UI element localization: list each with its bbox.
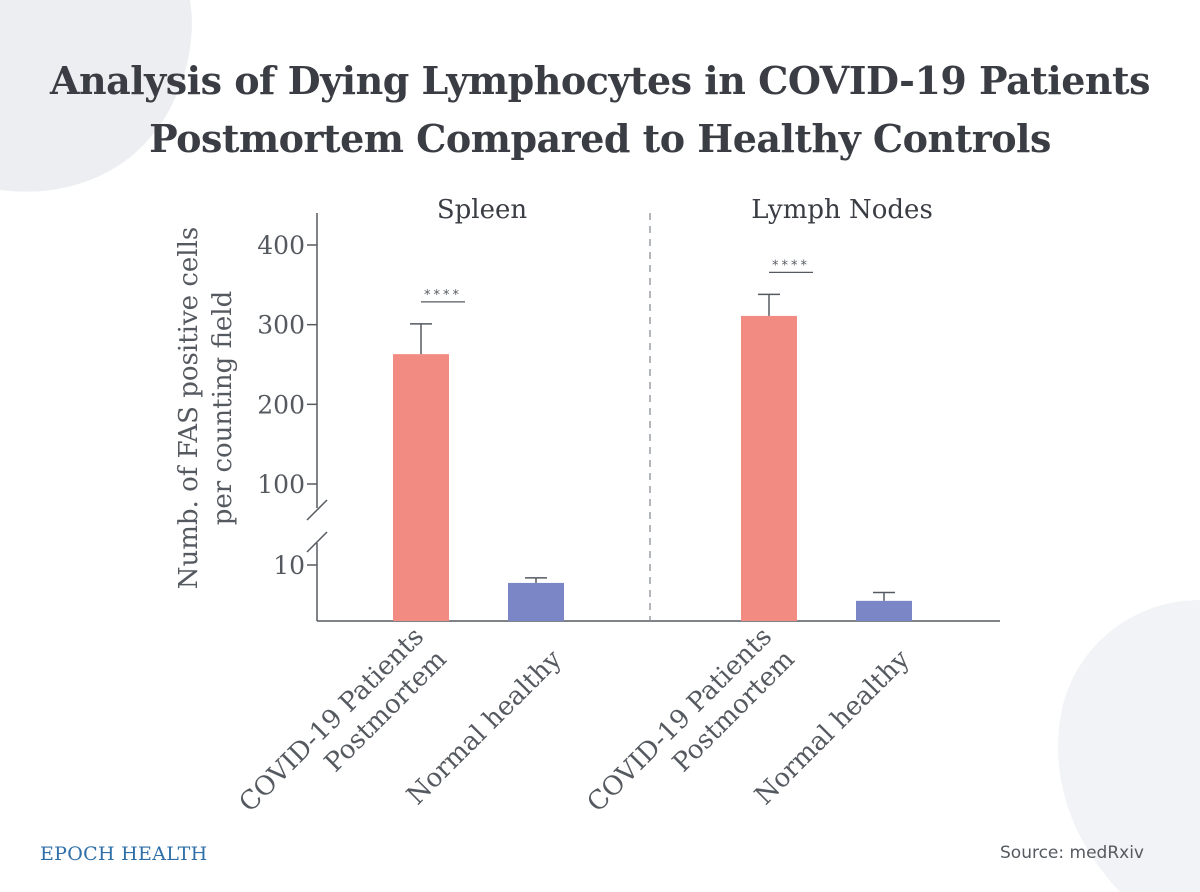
bar-covid	[741, 315, 797, 621]
category-label-line: COVID-19 Patients	[234, 622, 430, 818]
y-tick-label: 300	[257, 311, 305, 340]
y-tick-label: 10	[273, 551, 305, 580]
panel-title: Lymph Nodes	[751, 195, 933, 225]
panel-title: Spleen	[437, 195, 528, 225]
y-tick-label: 200	[257, 390, 305, 419]
y-tick-label: 400	[257, 231, 305, 260]
significance-stars: ****	[772, 258, 810, 273]
y-axis-label-line-1: Numb. of FAS positive cells	[174, 227, 204, 589]
significance-stars: ****	[424, 288, 462, 303]
bar-covid	[393, 354, 449, 621]
brand-logo-text: EPOCH HEALTH	[40, 843, 208, 865]
bar-healthy	[508, 582, 564, 621]
chart-title-line-1: Analysis of Dying Lymphocytes in COVID-1…	[50, 58, 1150, 103]
chart-title: Analysis of Dying Lymphocytes in COVID-1…	[0, 52, 1200, 168]
source-note: Source: medRxiv	[1000, 843, 1144, 863]
axis-break-mark-lower	[306, 531, 328, 553]
bar-healthy	[856, 600, 912, 621]
axis-break-mark-upper	[306, 499, 328, 521]
category-label-line: COVID-19 Patients	[582, 622, 778, 818]
chart-title-line-2: Postmortem Compared to Healthy Controls	[149, 116, 1051, 161]
y-tick-label: 100	[257, 470, 305, 499]
y-axis-label-line-2: per counting field	[208, 291, 238, 526]
